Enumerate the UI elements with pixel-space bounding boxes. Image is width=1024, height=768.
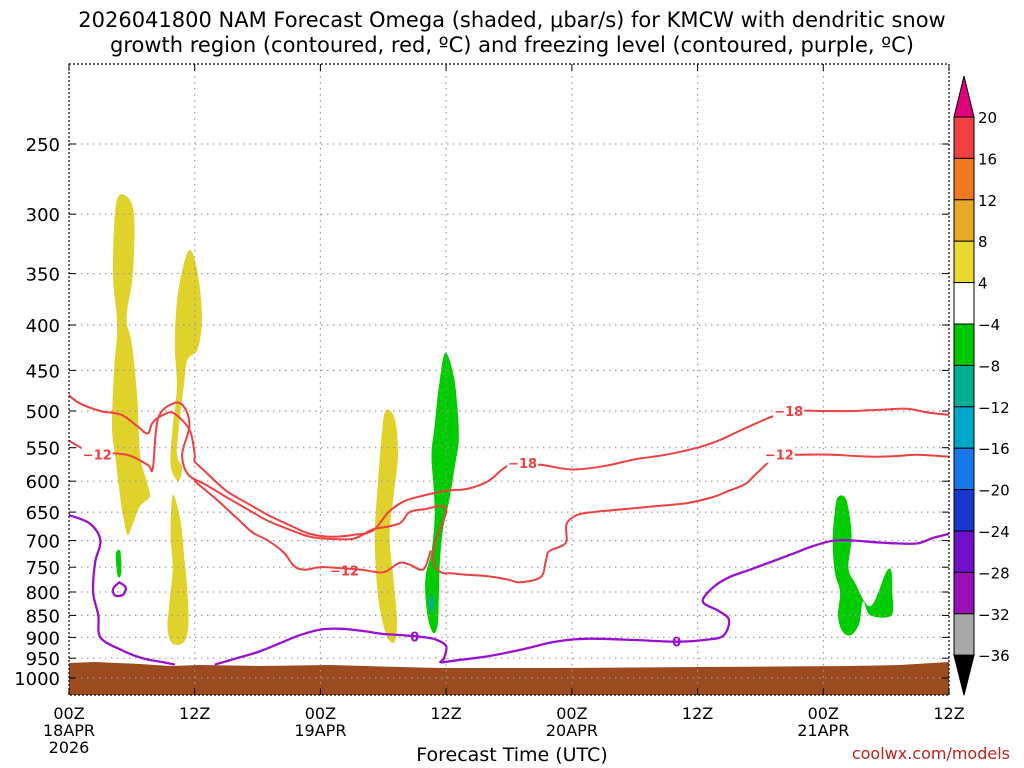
y-tick-label: 300 (26, 205, 60, 226)
colorbar-label: 16 (978, 150, 997, 168)
y-tick-label: 400 (26, 316, 60, 337)
contour-label: 0 (672, 636, 681, 651)
ground-layer (69, 662, 949, 695)
contour-label-bg (81, 446, 113, 463)
x-tick-label: 12Z (682, 704, 713, 723)
contour-line-1 (193, 480, 432, 574)
x-tick-label: 12Z (933, 704, 964, 723)
x-tick-sublabel: 20APR (546, 721, 598, 740)
colorbar-swatch (953, 157, 975, 201)
plot-border (68, 63, 950, 696)
colorbar-swatch (953, 447, 975, 491)
contour-label-bg (329, 562, 360, 579)
y-tick-label: 750 (26, 558, 60, 579)
omega-region-0 (111, 194, 151, 536)
x-tick-sublabel: 21APR (797, 721, 849, 740)
contour-line-2 (69, 394, 949, 538)
y-tick-label: 350 (26, 265, 60, 286)
colorbar-label: −32 (978, 606, 1010, 624)
colorbar-label: −4 (978, 316, 1000, 334)
omega-region-7 (428, 595, 435, 612)
x-tick-label: 12Z (179, 704, 210, 723)
colorbar-label: −28 (978, 564, 1010, 582)
colorbar-swatch (953, 282, 975, 325)
grid-layer (69, 64, 949, 695)
omega-region-6 (832, 495, 894, 636)
colorbar-swatch (953, 323, 975, 366)
x-tick-label: 00Z (808, 704, 839, 723)
title-line-2: growth region (contoured, red, ºC) and f… (110, 33, 914, 57)
colorbar-swatch (953, 240, 975, 284)
colorbar-label: 20 (978, 109, 997, 127)
x-tick-sublabel: 19APR (294, 721, 346, 740)
y-tick-label: 800 (26, 583, 60, 604)
x-tick-label: 00Z (305, 704, 336, 723)
y-tick-label: 900 (26, 628, 60, 649)
contour-line-3 (69, 513, 175, 666)
y-tick-label: 850 (26, 606, 60, 627)
colorbar-swatch (953, 406, 975, 449)
colorbar-label: −8 (978, 357, 1000, 375)
contour-line-0 (69, 401, 949, 584)
y-tick-label: 700 (26, 532, 60, 553)
colorbar-swatch (953, 364, 975, 408)
y-tick-label: 600 (26, 472, 60, 493)
colorbar-label: −36 (978, 647, 1010, 665)
contour-layer: −12 −12 −12 −18 −18 0 0 (69, 394, 949, 666)
omega-region-5 (115, 549, 122, 578)
contour-line-5 (111, 581, 127, 598)
colorbar-swatch (953, 489, 975, 532)
omega-region-1 (170, 249, 203, 482)
colorbar-bottom-arrow (953, 654, 975, 696)
colorbar-label: −12 (978, 399, 1010, 417)
ground-surface (69, 662, 949, 695)
pressure-axis: 2503003504004505005506006507007508008509… (14, 135, 949, 690)
chart-title: 2026041800 NAM Forecast Omega (shaded, μ… (0, 8, 1024, 58)
y-tick-label: 650 (26, 503, 60, 524)
x-tick-sublabel: 18APR (43, 721, 95, 740)
colorbar-label: −24 (978, 523, 1010, 541)
colorbar: 20 16 12 8 4 −4 −8 −12 −16 −20 −24 −28 −32 −36 (953, 75, 1010, 696)
colorbar-label: 4 (978, 275, 988, 293)
credit-text: coolwx.com/models (851, 744, 1010, 763)
colorbar-swatch (953, 571, 975, 615)
contour-label-bg (763, 446, 795, 463)
contour-label: −12 (330, 564, 359, 579)
omega-region-2 (167, 494, 189, 645)
colorbar-label: −16 (978, 440, 1010, 458)
colorbar-label: 8 (978, 233, 988, 251)
contour-label: 0 (410, 631, 419, 646)
colorbar-top-arrow (953, 75, 975, 118)
title-line-1: 2026041800 NAM Forecast Omega (shaded, μ… (78, 8, 946, 32)
contour-label: −12 (83, 449, 112, 464)
x-tick-label: 00Z (556, 704, 587, 723)
y-tick-label: 950 (26, 649, 60, 670)
colorbar-swatch (953, 613, 975, 656)
contour-label-bg (773, 403, 805, 419)
y-tick-label: 1000 (14, 669, 60, 690)
contour-label: −18 (774, 405, 803, 420)
x-tick-label: 00Z (53, 704, 84, 723)
plot-frame (68, 63, 950, 696)
y-tick-label: 500 (26, 402, 60, 423)
contour-label-bg (507, 454, 539, 471)
contour-label: −12 (765, 449, 794, 464)
y-tick-label: 250 (26, 135, 60, 156)
y-tick-label: 550 (26, 439, 60, 460)
colorbar-swatch (953, 116, 975, 159)
colorbar-swatch (953, 199, 975, 242)
colorbar-swatch (953, 530, 975, 573)
colorbar-label: 12 (978, 192, 997, 210)
contour-label: −18 (508, 457, 537, 472)
x-tick-label: 12Z (430, 704, 461, 723)
colorbar-label: −20 (978, 482, 1010, 500)
x-tick-sublabel: 2026 (49, 738, 90, 757)
contour-line-4 (214, 532, 949, 666)
y-tick-label: 450 (26, 361, 60, 382)
